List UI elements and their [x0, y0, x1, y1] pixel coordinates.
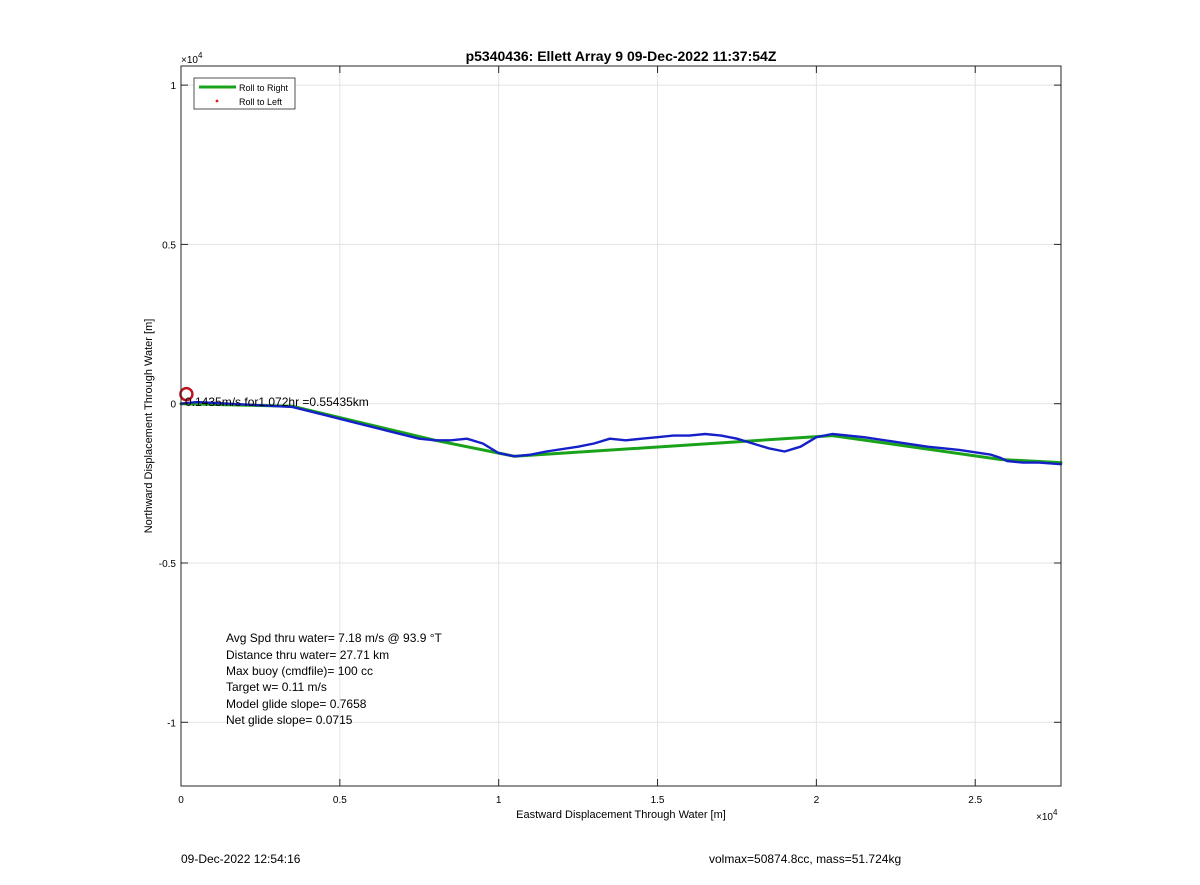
series-track-line: [179, 400, 1063, 466]
x-tick-label: 1: [496, 795, 502, 806]
track-annotation: 0.1435m/s for1.072hr =0.55435km: [185, 395, 369, 409]
stat-model-glide: Model glide slope= 0.7658: [226, 697, 367, 711]
stat-distance: Distance thru water= 27.71 km: [226, 648, 389, 662]
axes-box: [180, 65, 1062, 787]
start-marker: [179, 386, 194, 402]
x-tick-label: 2.5: [968, 795, 982, 806]
x-tick-label: 0.5: [333, 795, 347, 806]
y-axis-label: Northward Displacement Through Water [m]: [143, 319, 155, 534]
y-tick-label: 1: [170, 81, 176, 92]
legend: Roll to Right Roll to Left: [193, 77, 296, 110]
y-tick-label: -1: [167, 718, 176, 729]
x-tick-label: 2: [814, 795, 820, 806]
ticks: [180, 66, 1061, 786]
legend-swatch-roll-left: [215, 99, 219, 103]
marker-layer: [179, 386, 194, 402]
chart-title: p5340436: Ellett Array 9 09-Dec-2022 11:…: [466, 48, 777, 64]
y-exponent-label: ×104: [181, 51, 203, 66]
legend-box: [193, 77, 296, 110]
x-tick-label: 0: [178, 795, 184, 806]
stat-avg-speed: Avg Spd thru water= 7.18 m/s @ 93.9 °T: [226, 631, 443, 645]
stats-block: Avg Spd thru water= 7.18 m/s @ 93.9 °T D…: [226, 631, 443, 727]
stat-net-glide: Net glide slope= 0.0715: [226, 713, 353, 727]
y-tick-label: -0.5: [159, 559, 177, 570]
tick-labels: 0 0.5 1 1.5 2 2.5 -1 -0.5 0 0.5 1: [159, 81, 983, 806]
grid: [180, 66, 1061, 786]
legend-label-roll-right: Roll to Right: [239, 83, 289, 93]
y-tick-label: 0: [170, 400, 176, 411]
y-tick-label: 0.5: [162, 240, 176, 251]
stat-max-buoy: Max buoy (cmdfile)= 100 cc: [226, 664, 373, 678]
footer-volmax-mass: volmax=50874.8cc, mass=51.724kg: [709, 852, 902, 866]
legend-label-roll-left: Roll to Left: [239, 97, 283, 107]
series-layer: [179, 400, 1063, 466]
stat-target-w: Target w= 0.11 m/s: [226, 680, 327, 694]
x-tick-label: 1.5: [651, 795, 665, 806]
x-axis-label: Eastward Displacement Through Water [m]: [516, 809, 726, 821]
footer-timestamp: 09-Dec-2022 12:54:16: [181, 852, 301, 866]
x-exponent-label: ×104: [1036, 808, 1058, 823]
